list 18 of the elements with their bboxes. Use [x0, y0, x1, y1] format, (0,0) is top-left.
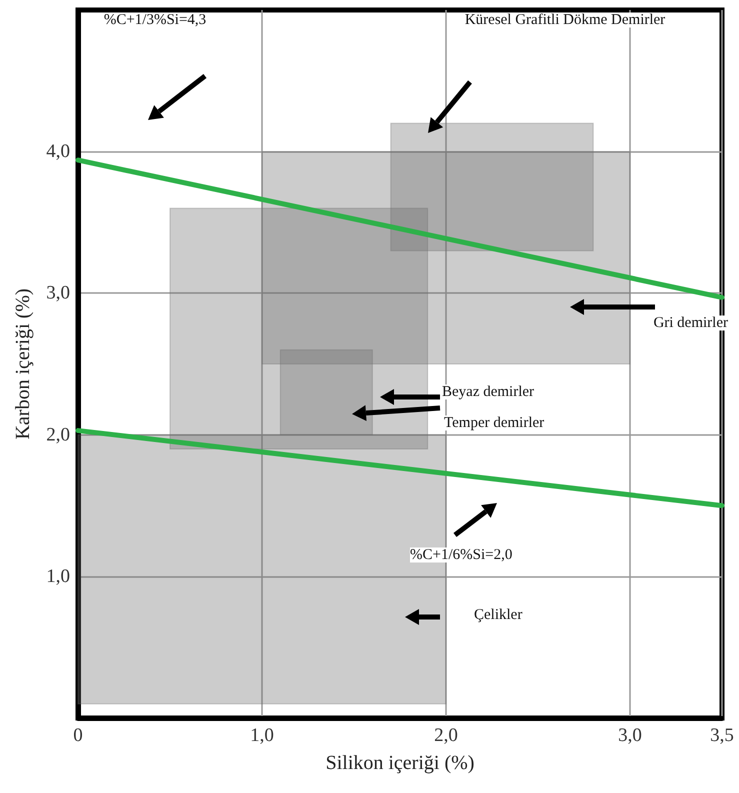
annotation: Küresel Grafitli Dökme Demirler [464, 12, 666, 28]
x-tick-label: 1,0 [250, 725, 274, 746]
x-tick-label: 0 [73, 725, 83, 746]
x-tick-label: 3,0 [618, 725, 642, 746]
annotation: Temper demirler [444, 415, 544, 431]
x-tick-label: 3,5 [710, 725, 734, 746]
y-axis-title: Karbon içeriği (%) [12, 288, 34, 440]
annotation: Çelikler [474, 607, 522, 623]
annotation: %C+1/6%Si=2,0 [410, 547, 512, 563]
annotation: Beyaz demirler [442, 384, 534, 400]
x-axis-title: Silikon içeriği (%) [326, 752, 474, 774]
y-tick-label: 1,0 [46, 566, 70, 587]
y-tick-label: 2,0 [46, 424, 70, 446]
x-tick-label: 2,0 [434, 725, 458, 746]
y-tick-label: 3,0 [46, 282, 70, 304]
annotation: %C+1/3%Si=4,3 [104, 12, 206, 28]
annotation: Gri demirler [653, 315, 728, 331]
y-tick-label: 4,0 [46, 141, 70, 162]
